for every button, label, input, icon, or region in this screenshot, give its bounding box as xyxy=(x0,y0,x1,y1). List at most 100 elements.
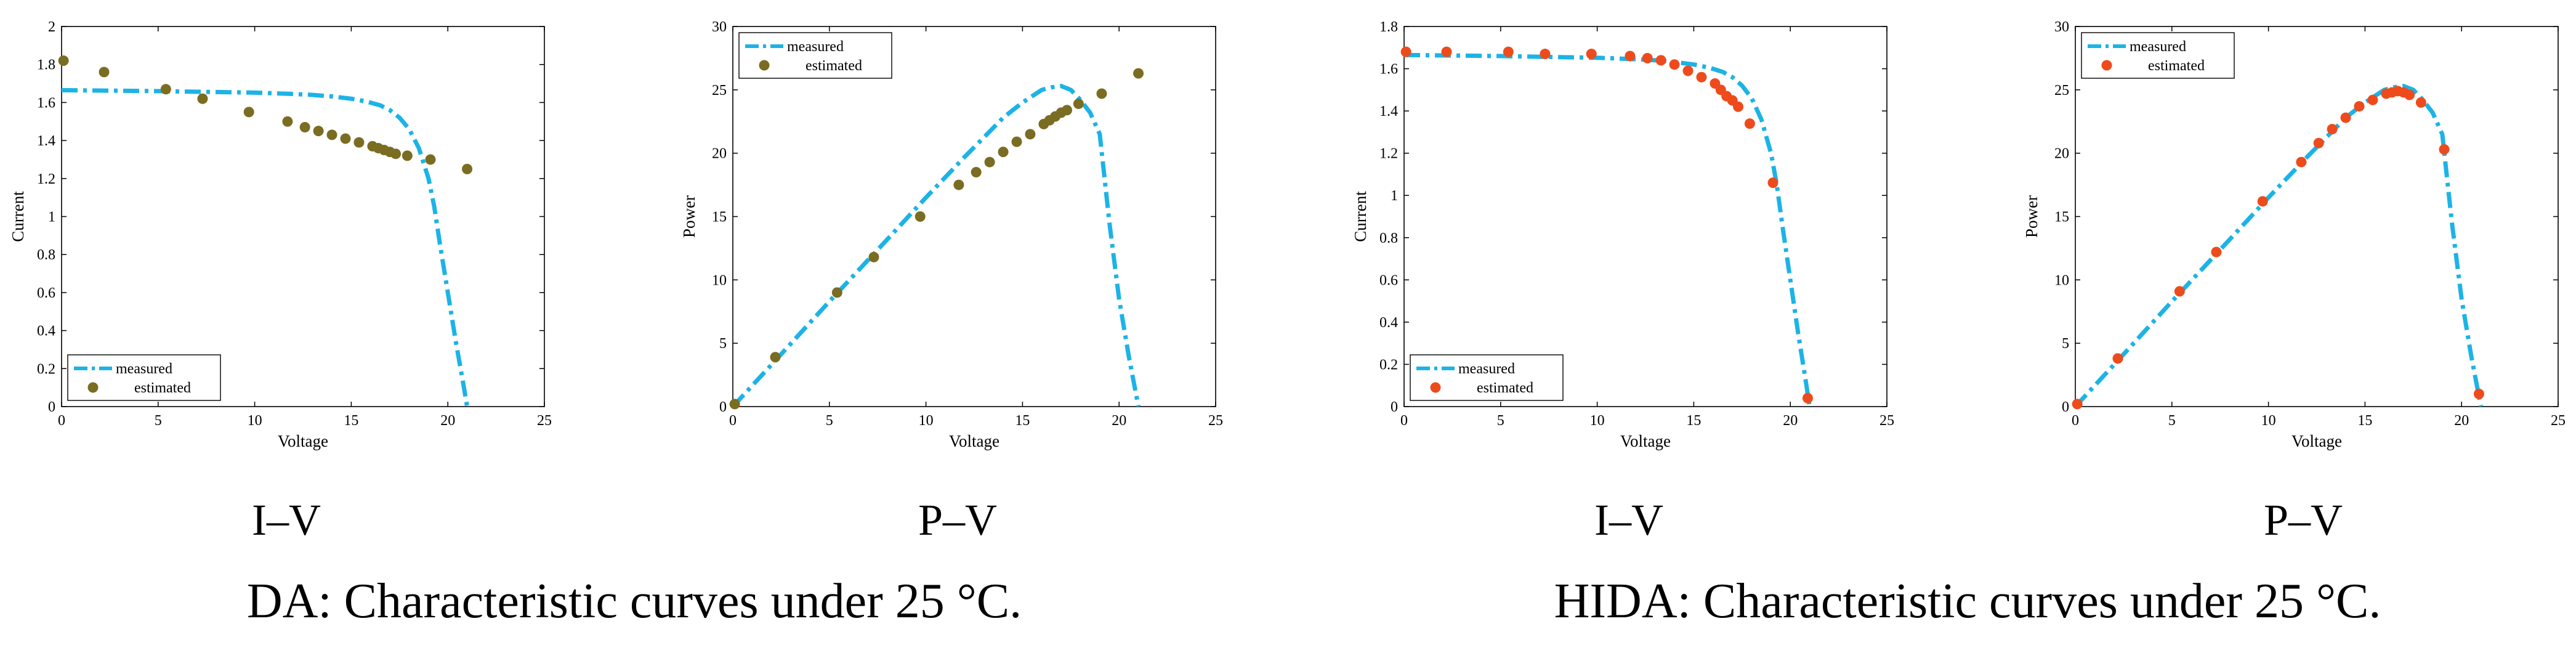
data-point-estimated xyxy=(998,147,1009,158)
data-point-estimated xyxy=(299,122,310,133)
legend-box xyxy=(67,354,221,401)
y-tick-label: 10 xyxy=(712,272,727,288)
data-point-estimated xyxy=(2174,286,2185,297)
data-point-estimated xyxy=(915,211,926,222)
data-point-estimated xyxy=(2367,94,2378,105)
y-tick-label: 30 xyxy=(2054,19,2069,35)
x-axis-label: Voltage xyxy=(2291,432,2342,450)
y-tick-label: 1.6 xyxy=(1379,62,1398,78)
y-tick-label: 1.8 xyxy=(37,57,55,73)
data-point-estimated xyxy=(425,154,436,165)
data-point-estimated xyxy=(1133,68,1144,79)
plot-frame xyxy=(732,26,1216,407)
x-tick-label: 25 xyxy=(2551,413,2566,429)
x-tick-label: 25 xyxy=(537,413,552,429)
data-point-estimated xyxy=(1802,392,1813,404)
data-point-estimated xyxy=(2327,124,2338,135)
data-point-estimated xyxy=(1025,129,1036,140)
x-tick-label: 0 xyxy=(729,413,737,429)
data-point-estimated xyxy=(1744,118,1755,129)
data-point-estimated xyxy=(1625,51,1636,62)
legend-estimated-label: estimated xyxy=(134,380,191,396)
data-point-estimated xyxy=(1503,46,1514,57)
x-axis-label: Voltage xyxy=(1620,432,1671,450)
y-tick-label: 1 xyxy=(48,209,55,225)
legend-estimated-label: estimated xyxy=(1477,380,1533,396)
y-tick-label: 0.4 xyxy=(1379,315,1398,331)
y-tick-label: 5 xyxy=(719,336,727,352)
data-point-estimated xyxy=(99,67,110,78)
data-point-estimated xyxy=(729,399,740,410)
x-tick-label: 10 xyxy=(2261,413,2276,429)
x-tick-label: 0 xyxy=(58,413,65,429)
data-point-estimated xyxy=(1733,101,1744,112)
legend: measured estimated xyxy=(67,354,221,401)
y-tick-label: 10 xyxy=(2054,272,2069,288)
legend-box xyxy=(738,32,892,79)
x-tick-label: 15 xyxy=(1686,413,1701,429)
data-point-estimated xyxy=(1096,88,1107,99)
series-measured-line xyxy=(1404,52,1812,407)
panel-label-da-pv: P–V xyxy=(918,495,997,545)
data-point-estimated xyxy=(971,167,982,178)
y-tick-label: 0 xyxy=(719,399,727,415)
y-tick-label: 0.6 xyxy=(37,285,55,301)
x-tick-label: 10 xyxy=(919,413,934,429)
y-tick-label: 0.2 xyxy=(37,361,55,377)
x-tick-label: 0 xyxy=(1400,413,1408,429)
series-measured-line xyxy=(62,87,470,407)
y-tick-label: 20 xyxy=(2054,146,2069,162)
legend-estimated-label: estimated xyxy=(806,58,862,74)
y-axis-label: Current xyxy=(9,191,27,242)
data-point-estimated xyxy=(2296,156,2307,168)
plot-frame xyxy=(1403,26,1888,407)
x-tick-label: 15 xyxy=(2357,413,2372,429)
y-tick-label: 2 xyxy=(48,19,55,35)
x-tick-label: 20 xyxy=(2454,413,2469,429)
data-point-estimated xyxy=(313,126,324,137)
data-point-estimated xyxy=(58,55,69,67)
y-tick-label: 0.8 xyxy=(1379,230,1398,246)
legend-estimated-marker xyxy=(759,60,770,71)
data-point-estimated xyxy=(1682,65,1694,76)
x-tick-label: 10 xyxy=(1590,413,1605,429)
y-tick-label: 0.6 xyxy=(1379,272,1398,288)
y-axis-label: Current xyxy=(1351,191,1370,242)
x-tick-label: 20 xyxy=(1783,413,1798,429)
caption-da: DA: Characteristic curves under 25 °C. xyxy=(247,574,1022,628)
data-point-estimated xyxy=(1767,177,1779,189)
legend-measured-label: measured xyxy=(787,39,844,55)
series-measured-line xyxy=(2075,84,2483,407)
legend: measured estimated xyxy=(2081,32,2235,79)
legend-measured-label: measured xyxy=(1458,361,1515,377)
chart-panel-0: 0 5 10 15 20 25 0 0.2 0.4 0.6 0.8 1 1.2 1.4 1.6 1.8 2 Vol… xyxy=(9,19,552,450)
data-point-estimated xyxy=(831,287,842,298)
data-point-estimated xyxy=(390,148,402,160)
chart-panel-3: 0 5 10 15 20 25 0 5 10 15 20 25 30 Voltage Power measur… xyxy=(2022,19,2566,450)
data-point-estimated xyxy=(2415,97,2426,108)
data-point-estimated xyxy=(462,163,473,174)
data-point-estimated xyxy=(953,179,964,190)
data-point-estimated xyxy=(868,251,879,262)
plot-frame xyxy=(2075,26,2559,407)
x-tick-label: 20 xyxy=(440,413,455,429)
legend: measured estimated xyxy=(738,32,892,79)
legend-estimated-marker xyxy=(2101,60,2112,71)
data-point-estimated xyxy=(160,84,171,95)
data-point-estimated xyxy=(2072,399,2083,410)
data-point-estimated xyxy=(1642,52,1653,63)
data-point-estimated xyxy=(282,116,293,127)
data-point-estimated xyxy=(2340,112,2351,123)
data-point-estimated xyxy=(984,156,995,168)
x-tick-label: 5 xyxy=(826,413,833,429)
panel-label-hida-pv: P–V xyxy=(2264,495,2343,545)
data-point-estimated xyxy=(2257,196,2268,207)
x-tick-label: 0 xyxy=(2072,413,2079,429)
data-point-estimated xyxy=(1062,105,1073,116)
y-tick-label: 1.4 xyxy=(37,133,55,149)
data-point-estimated xyxy=(1655,55,1666,66)
legend-measured-label: measured xyxy=(116,361,172,377)
data-point-estimated xyxy=(353,137,365,148)
y-tick-label: 15 xyxy=(712,209,727,225)
chart-panel-2: 0 5 10 15 20 25 0 0.2 0.4 0.6 0.8 1 1.2 1.4 1.6 1.8 Volt… xyxy=(1351,19,1894,450)
